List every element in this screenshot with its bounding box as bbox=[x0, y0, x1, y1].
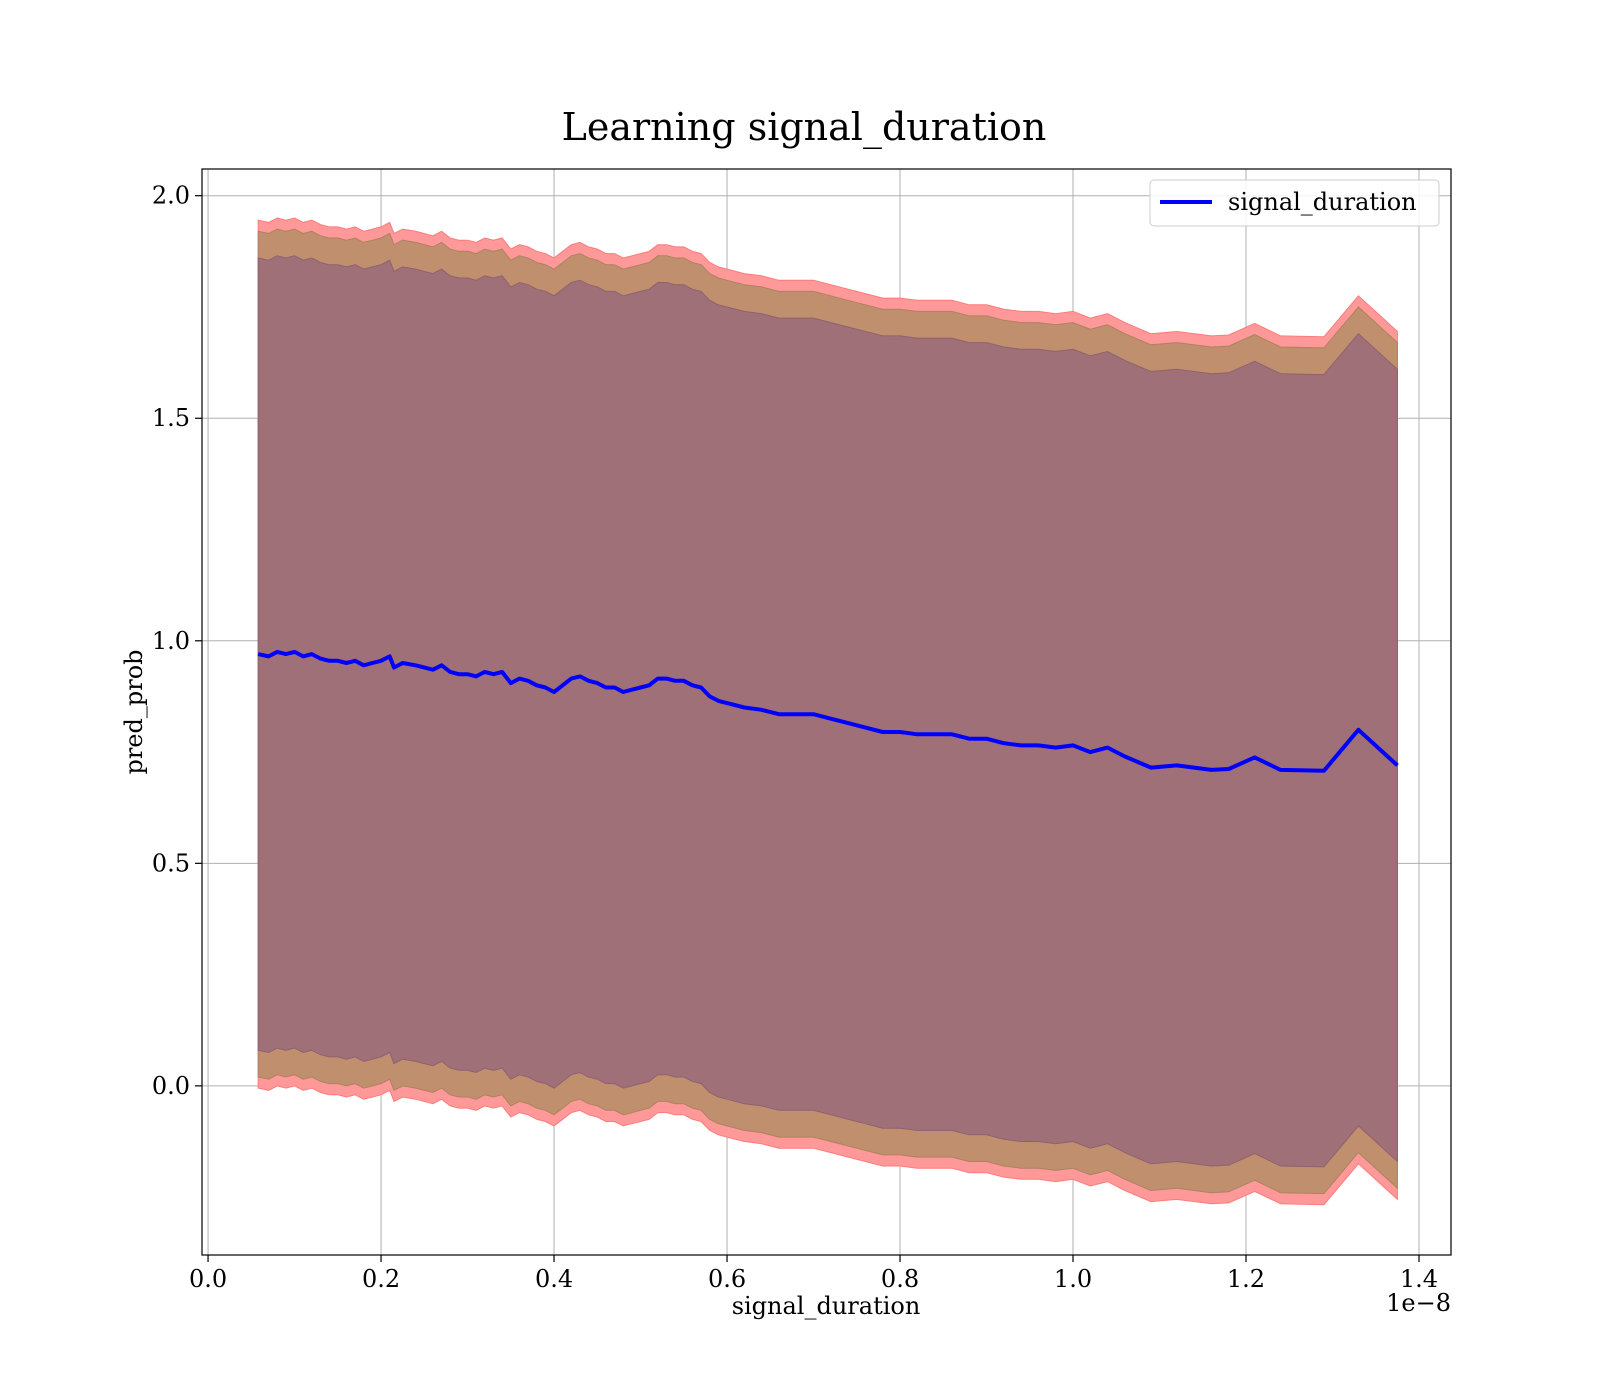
y-tick-label: 0.5 bbox=[152, 849, 190, 877]
plot-frame bbox=[201, 168, 1452, 1256]
legend: signal_duration bbox=[1149, 179, 1440, 227]
x-tick-label: 1.0 bbox=[1054, 1265, 1092, 1293]
x-tick-label: 0.0 bbox=[189, 1265, 227, 1293]
y-axis-ticks: 0.0 0.5 1.0 1.5 2.0 bbox=[152, 182, 202, 1100]
x-tick-label: 1.2 bbox=[1227, 1265, 1265, 1293]
y-axis-label: pred_prob bbox=[120, 649, 148, 774]
y-tick-label: 2.0 bbox=[152, 182, 190, 210]
y-tick-label: 1.5 bbox=[152, 404, 190, 432]
band-layer bbox=[257, 217, 1398, 1206]
legend-entry-signal-duration: signal_duration bbox=[1228, 188, 1417, 216]
x-tick-label: 0.4 bbox=[535, 1265, 573, 1293]
series-line-signal-duration bbox=[257, 649, 1399, 773]
x-tick-label: 1.4 bbox=[1400, 1265, 1438, 1293]
band-inner bbox=[257, 255, 1398, 1168]
x-tick-label: 0.8 bbox=[881, 1265, 919, 1293]
y-tick-label: 0.0 bbox=[152, 1072, 190, 1100]
chart-title: Learning signal_duration bbox=[562, 105, 1047, 150]
x-axis-ticks: 0.0 0.2 0.4 0.6 0.8 1.0 1.2 1.4 bbox=[189, 1255, 1438, 1293]
x-tick-label: 0.6 bbox=[708, 1265, 746, 1293]
x-tick-label: 0.2 bbox=[362, 1265, 400, 1293]
legend-box bbox=[1149, 179, 1440, 227]
y-tick-label: 1.0 bbox=[152, 627, 190, 655]
x-axis-offset-text: 1e−8 bbox=[1386, 1289, 1451, 1317]
x-axis-label: signal_duration bbox=[732, 1292, 921, 1320]
line-layer bbox=[257, 649, 1399, 773]
